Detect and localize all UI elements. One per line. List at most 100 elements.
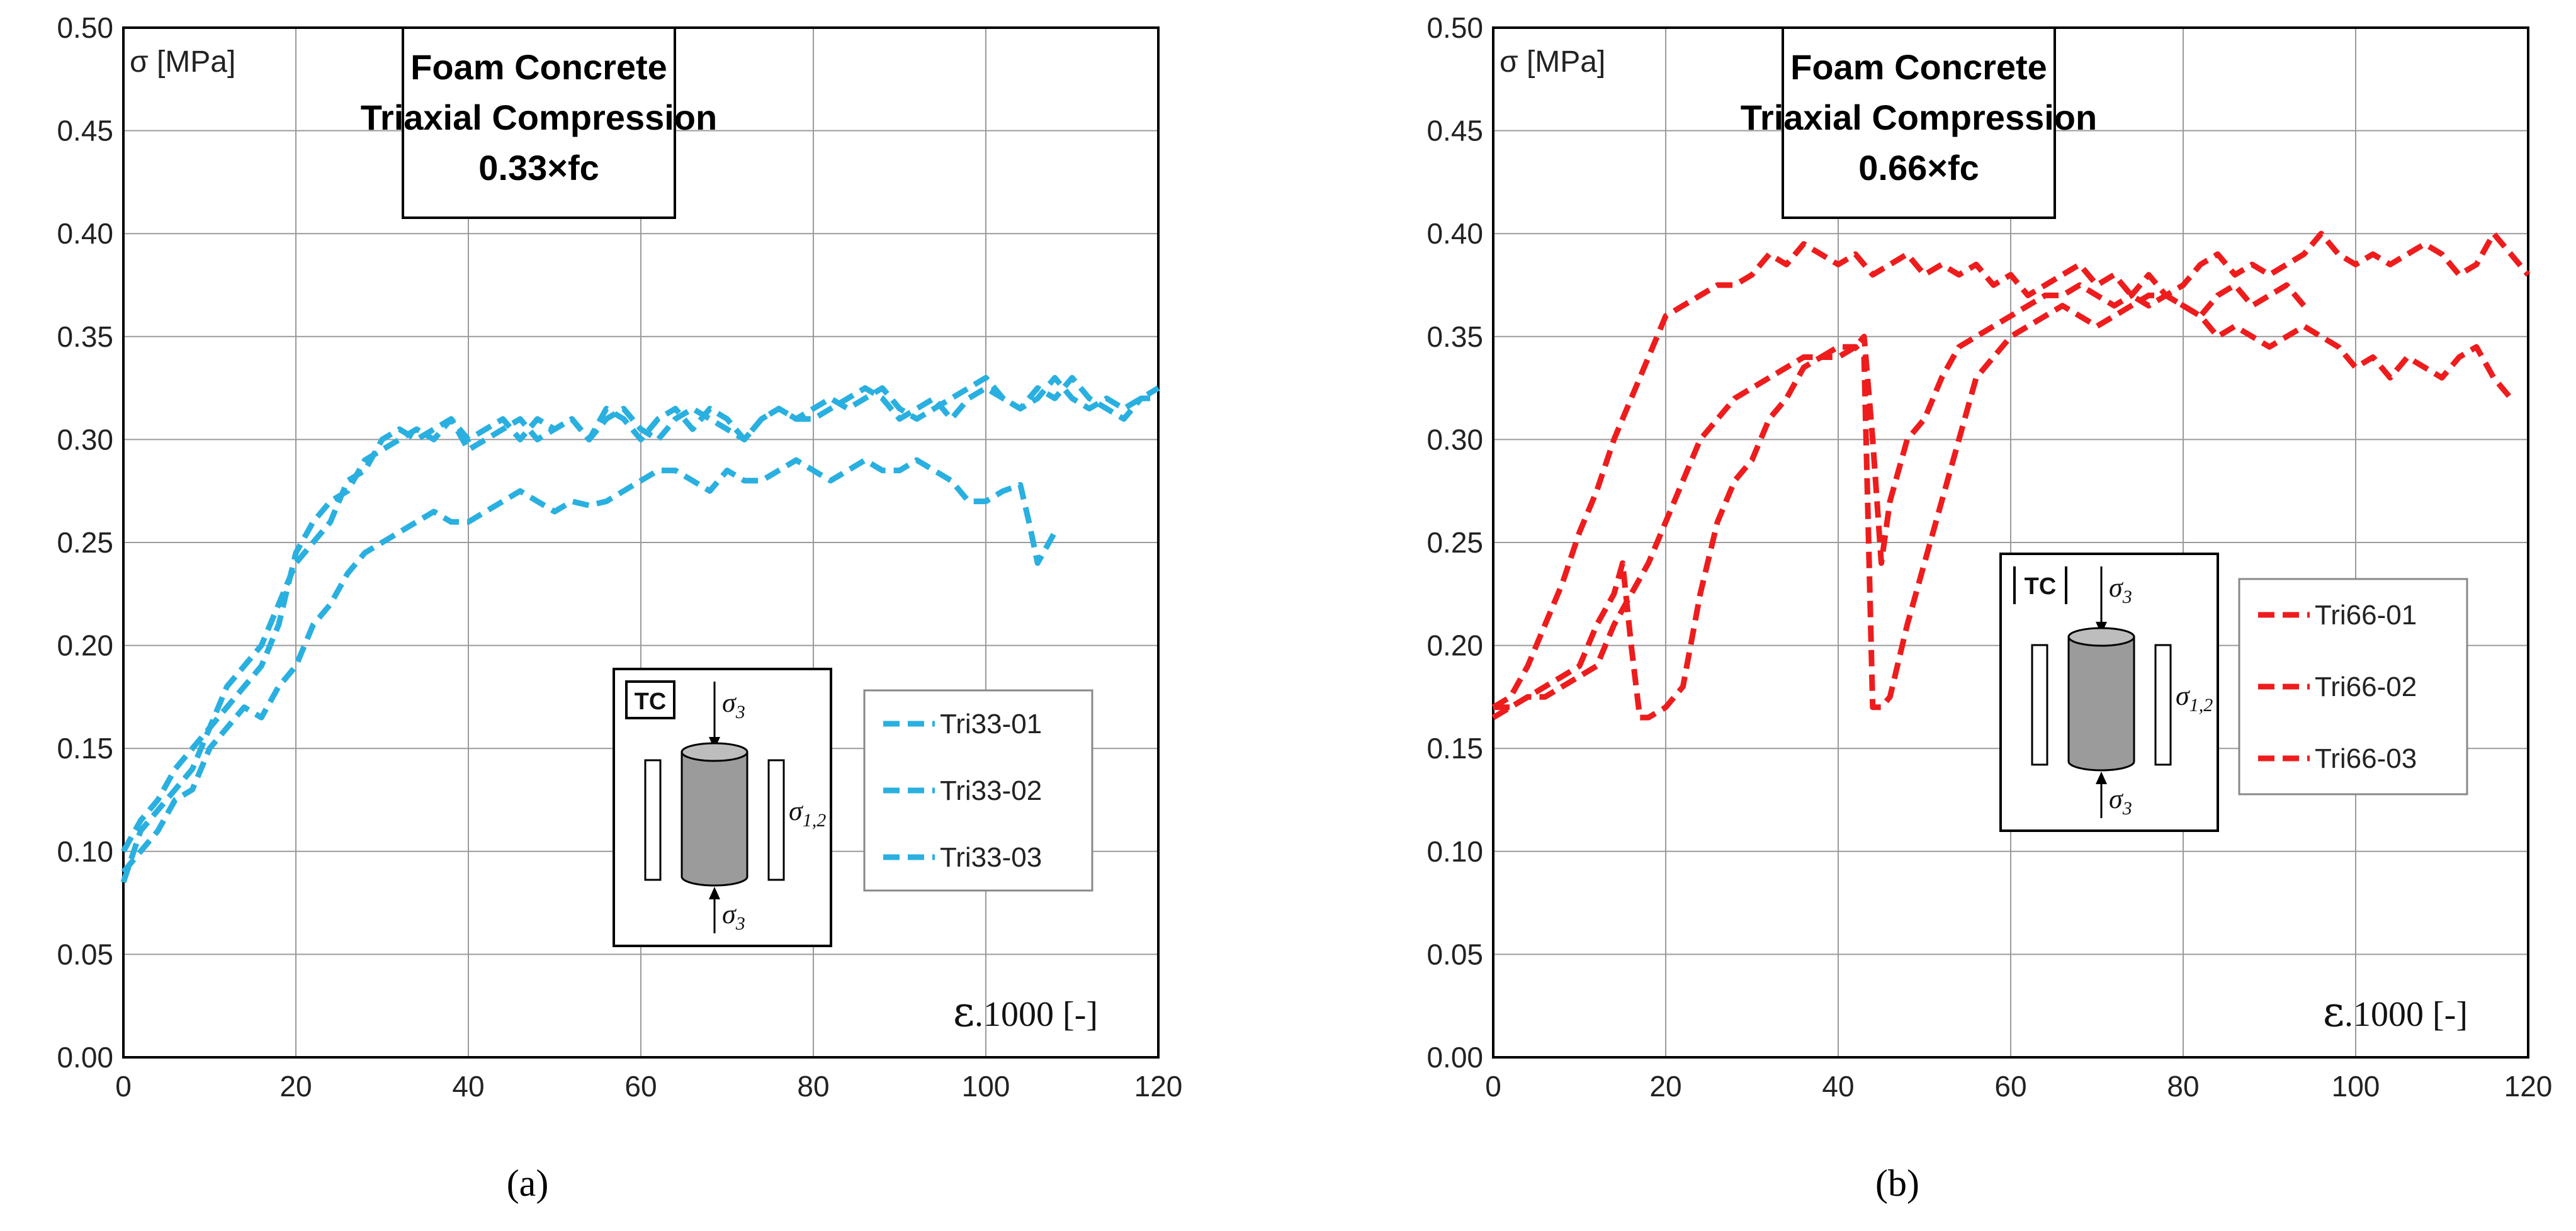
sigma3-top-sub: 3 (735, 702, 745, 722)
y-tick-label: 0.10 (57, 835, 113, 868)
y-tick-label: 0.45 (1426, 115, 1483, 147)
y-tick-label: 0.25 (57, 526, 113, 559)
y-tick-label: 0.50 (57, 11, 113, 44)
series-line-tri66-01 (1491, 230, 2531, 710)
side-plate-left (2031, 644, 2048, 766)
sigma12-sub: 1,2 (803, 810, 827, 831)
y-tick-label: 0.35 (57, 320, 113, 353)
y-tick-label: 0.20 (57, 629, 113, 662)
legend: Tri66-01 Tri66-02 Tri66-03 (2238, 578, 2468, 795)
y-tick-label: 0.35 (1426, 320, 1483, 353)
specimen-cylinder-body (2067, 636, 2135, 772)
sigma12-sub: 1,2 (2189, 695, 2213, 716)
sigma3-bottom-sub: 3 (2122, 798, 2132, 819)
x-tick-label: 40 (1822, 1070, 1854, 1103)
series-line-tri33-01 (120, 374, 1160, 884)
sigma12-symbol: σ (2176, 680, 2191, 711)
y-tick-label: 0.40 (1426, 217, 1483, 250)
legend-entry: Tri33-02 (940, 775, 1042, 806)
chart-title-line: Foam Concrete (1790, 47, 2047, 87)
x-tick-label: 0 (1485, 1070, 1501, 1103)
y-tick-label: 0.30 (57, 423, 113, 456)
legend-entry: Tri66-01 (2315, 600, 2417, 631)
legend-entry: Tri66-02 (2315, 672, 2417, 702)
title-box (402, 26, 676, 219)
chart-title-line: 0.33×fc (478, 148, 599, 188)
side-plate-right (2154, 644, 2172, 766)
specimen-cylinder-body (681, 751, 749, 887)
specimen-cylinder-top (681, 742, 749, 762)
x-tick-label: 20 (1649, 1070, 1681, 1103)
sigma3-top-label: σ3 (2109, 572, 2132, 607)
arrow-head-up-icon (2096, 772, 2107, 784)
y-tick-label: 0.45 (57, 115, 113, 147)
tc-label-box (625, 680, 675, 719)
chart-panel-a: 0.00 0.05 0.10 0.15 0.20 0.25 0.30 0.35 0.40 0.45… (57, 11, 1182, 1204)
x-axis-label-symbol: ε (2323, 987, 2344, 1036)
y-tick-label: 0.10 (1426, 835, 1483, 868)
y-tick-label: 0.00 (57, 1041, 113, 1074)
x-tick-label: 100 (2332, 1070, 2380, 1103)
x-tick-label: 60 (1994, 1070, 2026, 1103)
panel-label: (b) (1875, 1162, 1919, 1204)
x-axis-label-units: .1000 [-] (2344, 995, 2468, 1034)
x-tick-label: 80 (797, 1070, 829, 1103)
x-tick-label: 100 (962, 1070, 1010, 1103)
series-line-tri33-03 (121, 457, 1058, 874)
y-tick-label: 0.15 (57, 732, 113, 765)
x-axis-label: ε.1000 [-] (953, 987, 1098, 1036)
legend-frame (2238, 578, 2468, 795)
chart-title-line: Triaxial Compression (1741, 98, 2097, 137)
side-plate-left (644, 759, 662, 881)
y-tick-label: 0.40 (57, 217, 113, 250)
sigma12-label: σ1,2 (789, 795, 826, 831)
sigma3-top-symbol: σ (722, 687, 737, 718)
y-axis-label: σ [MPa] (1500, 45, 1605, 79)
tc-label: TC (2025, 573, 2057, 600)
series-line-tri33-02 (121, 374, 1158, 853)
x-tick-label: 20 (280, 1070, 312, 1103)
y-tick-label: 0.05 (1426, 938, 1483, 970)
y-tick-label: 0.50 (1426, 11, 1483, 44)
sigma3-top-label: σ3 (722, 687, 745, 722)
specimen-cylinder-top (2067, 627, 2135, 647)
x-axis-label-symbol: ε (953, 987, 974, 1036)
legend-entry: Tri33-01 (940, 709, 1042, 739)
legend: Tri33-01 Tri33-02 Tri33-03 (863, 689, 1093, 892)
y-tick-label: 0.25 (1426, 526, 1483, 559)
tc-label: TC (635, 689, 667, 715)
sigma3-bottom-sub: 3 (735, 913, 745, 934)
chart-panel-b: 0.00 0.05 0.10 0.15 0.20 0.25 0.30 0.35 0.40 0.45… (1426, 11, 2552, 1204)
y-tick-label: 0.05 (57, 938, 113, 970)
x-axis-label-units: .1000 [-] (974, 995, 1098, 1034)
sigma3-top-sub: 3 (2122, 587, 2132, 607)
x-axis-label: ε.1000 [-] (2323, 987, 2468, 1036)
title-box (1782, 26, 2056, 219)
x-tick-label: 80 (2167, 1070, 2199, 1103)
sigma3-bottom-symbol: σ (2109, 784, 2124, 814)
y-tick-label: 0.20 (1426, 629, 1483, 662)
legend-entry: Tri33-03 (940, 842, 1042, 873)
y-axis-label: σ [MPa] (130, 45, 235, 79)
x-tick-label: 0 (115, 1070, 132, 1103)
legend-entry: Tri66-03 (2315, 743, 2417, 774)
x-tick-label: 120 (2504, 1070, 2553, 1103)
chart-title-line: 0.66×fc (1858, 148, 1979, 188)
chart-title-line: Foam Concrete (410, 47, 667, 87)
side-plate-right (767, 759, 785, 881)
arrow-head-up-icon (709, 887, 720, 899)
sigma12-symbol: σ (789, 795, 804, 826)
chart-title-line: Triaxial Compression (361, 98, 717, 137)
sigma12-label: σ1,2 (2176, 680, 2213, 716)
y-tick-label: 0.30 (1426, 423, 1483, 456)
sigma3-bottom-label: σ3 (722, 899, 745, 934)
series-line-tri66-03 (1493, 292, 2514, 711)
x-tick-label: 60 (624, 1070, 657, 1103)
legend-frame (863, 689, 1093, 892)
y-tick-label: 0.00 (1426, 1041, 1483, 1074)
sigma3-top-symbol: σ (2109, 572, 2124, 603)
panel-label: (a) (507, 1162, 549, 1204)
